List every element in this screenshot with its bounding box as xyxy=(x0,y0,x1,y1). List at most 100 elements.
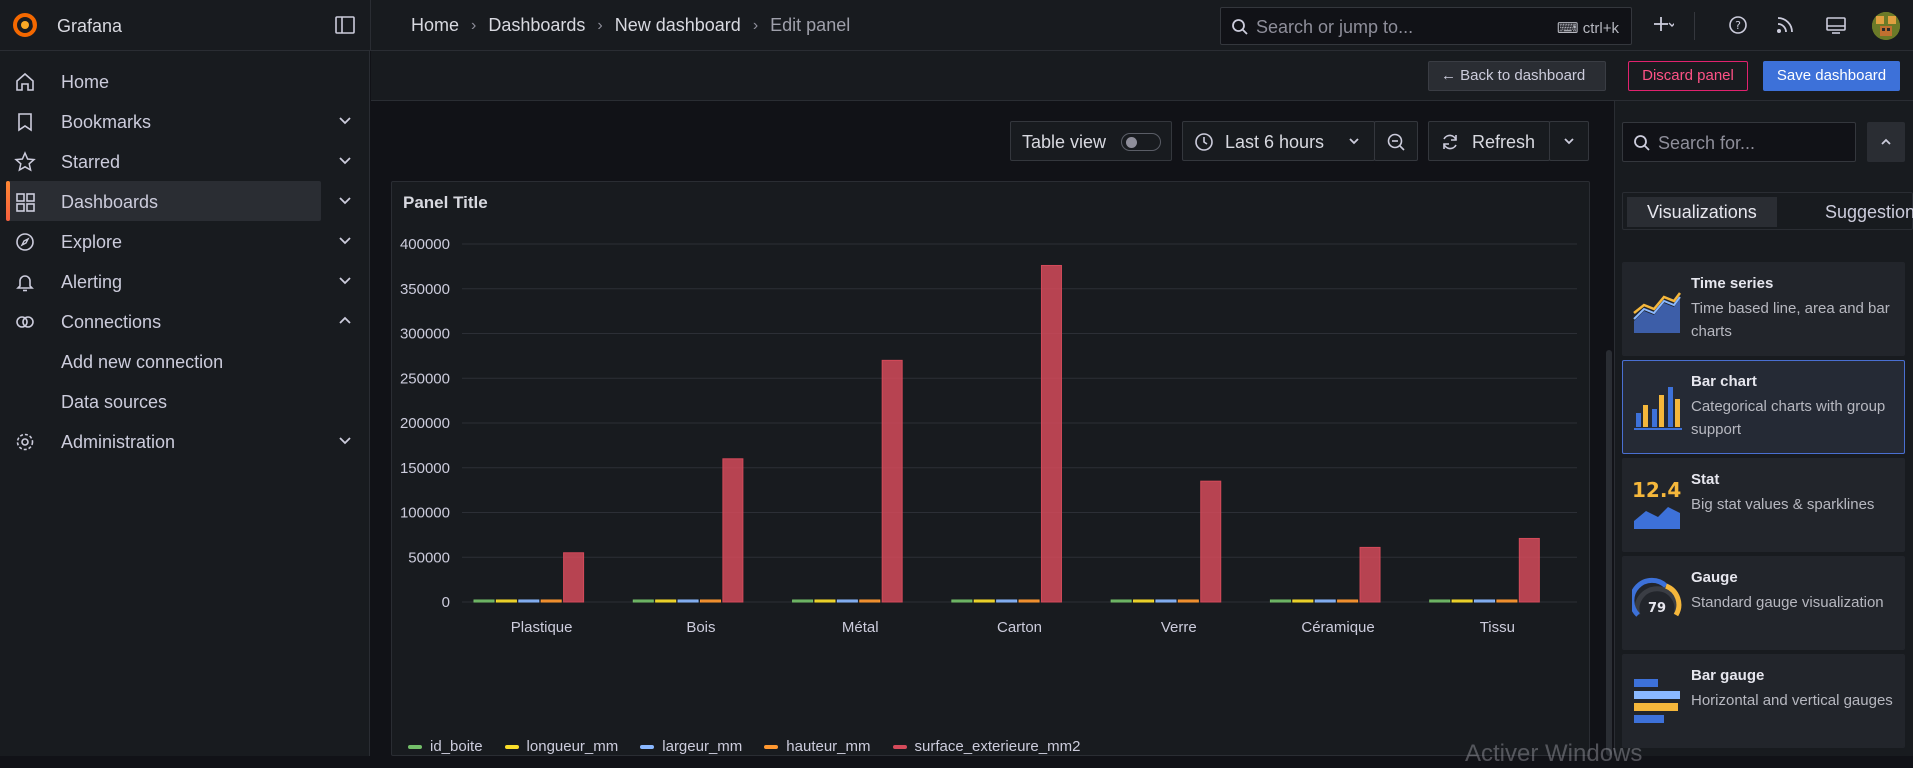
sidebar-item-bookmarks[interactable]: Bookmarks xyxy=(0,101,370,141)
table-view-toggle-group[interactable]: Table view xyxy=(1010,121,1172,161)
back-to-dashboard-button[interactable]: ← Back to dashboard xyxy=(1428,61,1606,91)
chart-legend: id_boite longueur_mm largeur_mm hauteur_mm s… xyxy=(408,738,1102,755)
legend-label: surface_exterieure_mm2 xyxy=(914,738,1081,755)
bar-id_boite xyxy=(1429,599,1451,603)
plus-icon[interactable] xyxy=(1652,14,1674,36)
stat-thumb-icon: 12.4 xyxy=(1632,478,1681,529)
viz-card-bar-gauge[interactable]: Bar gauge Horizontal and vertical gauges xyxy=(1622,654,1905,748)
sidebar-item-administration[interactable]: Administration xyxy=(0,421,370,461)
legend-item[interactable]: largeur_mm xyxy=(640,738,742,755)
sidebar-item-alerting[interactable]: Alerting xyxy=(0,261,370,301)
tab-suggestions[interactable]: Suggestions xyxy=(1825,202,1913,222)
zoom-out-icon xyxy=(1387,133,1405,151)
x-tick-label: Verre xyxy=(1161,619,1197,636)
link-icon xyxy=(16,316,34,328)
panel[interactable]: Panel Title 0 50000 100000 150000 200000 2500… xyxy=(391,181,1590,756)
bar-longueur_mm xyxy=(1451,599,1473,603)
cog-icon xyxy=(16,433,34,451)
sidebar-item-label: Connections xyxy=(61,312,162,332)
time-range-label: Last 6 hours xyxy=(1225,132,1325,152)
y-tick-label: 50000 xyxy=(408,549,450,566)
y-tick-label: 300000 xyxy=(400,326,450,343)
refresh-button[interactable]: Refresh xyxy=(1428,121,1550,161)
bell-icon xyxy=(16,275,34,292)
sidebar-item-label: Dashboards xyxy=(61,192,159,212)
sidebar-item-label: Starred xyxy=(61,152,121,172)
breadcrumb-separator: › xyxy=(752,16,759,34)
rss-icon[interactable] xyxy=(1774,14,1796,36)
clock-icon xyxy=(1195,133,1213,151)
chevron-down-icon[interactable] xyxy=(337,434,353,448)
avatar[interactable] xyxy=(1872,12,1900,40)
compass-icon xyxy=(16,233,34,251)
grafana-logo-icon[interactable] xyxy=(12,12,38,38)
sidebar-item-add-new-connection[interactable]: Add new connection xyxy=(0,341,370,381)
scrollbar[interactable] xyxy=(1606,350,1612,756)
refresh-interval-picker[interactable] xyxy=(1549,121,1589,161)
sidebar-item-data-sources[interactable]: Data sources xyxy=(0,381,370,421)
legend-item[interactable]: longueur_mm xyxy=(504,738,618,755)
tab-visualizations[interactable]: Visualizations xyxy=(1627,197,1777,227)
viz-card-desc: Big stat values & sparklines xyxy=(1691,496,1875,513)
sidebar-item-starred[interactable]: Starred xyxy=(0,141,370,181)
search-input[interactable]: Search or jump to... ⌨ ctrl+k xyxy=(1220,7,1632,45)
help-icon[interactable]: ? xyxy=(1727,14,1749,36)
bar-hauteur_mm xyxy=(1337,599,1359,603)
legend-item[interactable]: surface_exterieure_mm2 xyxy=(892,738,1081,755)
bar-hauteur_mm xyxy=(859,599,881,603)
breadcrumb-dashboards[interactable]: Dashboards xyxy=(488,15,586,35)
stat-thumb-value: 12.4 xyxy=(1632,478,1681,502)
bar-largeur_mm xyxy=(996,599,1018,603)
breadcrumb-new-dashboard[interactable]: New dashboard xyxy=(614,15,741,35)
search-shortcut-text: ctrl+k xyxy=(1582,20,1619,37)
chevron-down-icon[interactable] xyxy=(337,114,353,128)
bar-chart: 0 50000 100000 150000 200000 250000 300000 3500… xyxy=(400,236,1577,636)
sidebar-item-explore[interactable]: Explore xyxy=(0,221,370,261)
viz-card-name: Bar gauge xyxy=(1691,667,1765,684)
bar-largeur_mm xyxy=(1474,599,1496,603)
sidebar-item-home[interactable]: Home xyxy=(0,61,370,101)
y-tick-label: 350000 xyxy=(400,281,450,298)
viz-card-desc: Standard gauge visualization xyxy=(1691,594,1884,611)
chevron-up-icon[interactable] xyxy=(337,314,353,328)
sidebar-item-connections[interactable]: Connections xyxy=(0,301,370,341)
save-dashboard-button[interactable]: Save dashboard xyxy=(1763,61,1900,91)
y-tick-label: 100000 xyxy=(400,505,450,522)
viz-card-gauge[interactable]: 79 Gauge Standard gauge visualization xyxy=(1622,556,1905,650)
collapse-pane-button[interactable] xyxy=(1867,122,1905,162)
chevron-down-icon[interactable] xyxy=(337,274,353,288)
viz-card-bar-chart[interactable]: Bar chart Categorical charts with group … xyxy=(1622,360,1905,454)
table-view-switch[interactable] xyxy=(1121,133,1161,151)
viz-card-time-series[interactable]: Time series Time based line, area and ba… xyxy=(1622,262,1905,356)
legend-item[interactable]: id_boite xyxy=(408,738,483,755)
breadcrumb-separator: › xyxy=(471,16,477,34)
chevron-down-icon xyxy=(1564,138,1574,145)
bar-hauteur_mm xyxy=(699,599,721,603)
chevron-down-icon[interactable] xyxy=(337,234,353,248)
breadcrumb-separator: › xyxy=(597,16,603,34)
viz-search-input[interactable]: Search for... xyxy=(1622,122,1856,162)
chevron-down-icon xyxy=(1349,138,1359,145)
bar-largeur_mm xyxy=(1314,599,1336,603)
discard-panel-button[interactable]: Discard panel xyxy=(1628,61,1748,91)
chevron-down-icon[interactable] xyxy=(337,194,353,208)
kiosk-mode-icon[interactable] xyxy=(1825,14,1847,36)
breadcrumb-home[interactable]: Home xyxy=(411,15,460,35)
bar-id_boite xyxy=(1110,599,1132,603)
dock-menu-icon[interactable] xyxy=(335,16,355,34)
breadcrumb-edit-panel: Edit panel xyxy=(770,15,851,35)
viz-card-name: Stat xyxy=(1691,471,1720,488)
chevron-down-icon[interactable] xyxy=(337,154,353,168)
y-tick-label: 400000 xyxy=(400,236,450,253)
viz-card-stat[interactable]: 12.4 Stat Big stat values & sparklines xyxy=(1622,458,1905,552)
gauge-thumb-value: 79 xyxy=(1648,601,1666,616)
time-range-picker[interactable]: Last 6 hours xyxy=(1182,121,1375,161)
x-tick-label: Métal xyxy=(842,619,879,636)
sidebar-item-dashboards[interactable]: Dashboards xyxy=(0,181,370,221)
divider xyxy=(370,0,371,51)
legend-item[interactable]: hauteur_mm xyxy=(764,738,871,755)
legend-swatch xyxy=(640,744,655,749)
bar-longueur_mm xyxy=(814,599,836,603)
bar-longueur_mm xyxy=(973,599,995,603)
zoom-out-button[interactable] xyxy=(1374,121,1418,161)
